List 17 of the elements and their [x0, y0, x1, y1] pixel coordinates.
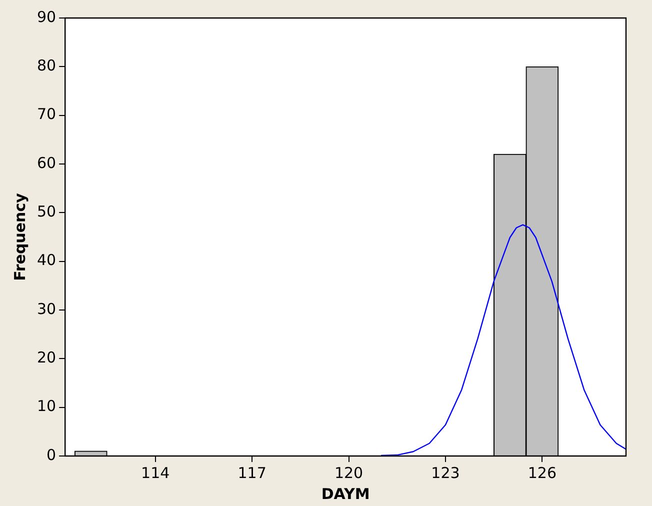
y-tick-label: 20: [36, 348, 56, 367]
y-tick-label: 0: [46, 446, 56, 464]
y-axis-title: Frequency: [10, 192, 29, 281]
y-tick-label: 10: [36, 397, 56, 416]
y-tick-label: 50: [36, 202, 56, 221]
x-axis-title: DAYM: [321, 484, 370, 503]
x-tick-label: 126: [528, 464, 557, 482]
x-tick-label: 120: [334, 464, 364, 482]
y-tick-label: 40: [36, 251, 56, 270]
y-tick-label: 60: [36, 154, 56, 172]
y-tick-label: 90: [36, 8, 56, 26]
y-tick-label: 80: [36, 56, 56, 75]
x-tick-label: 123: [431, 464, 460, 482]
y-tick-label: 30: [36, 300, 56, 318]
x-tick-label: 114: [141, 464, 170, 482]
x-tick-label: 117: [238, 464, 266, 482]
y-tick-label: 70: [36, 105, 56, 124]
